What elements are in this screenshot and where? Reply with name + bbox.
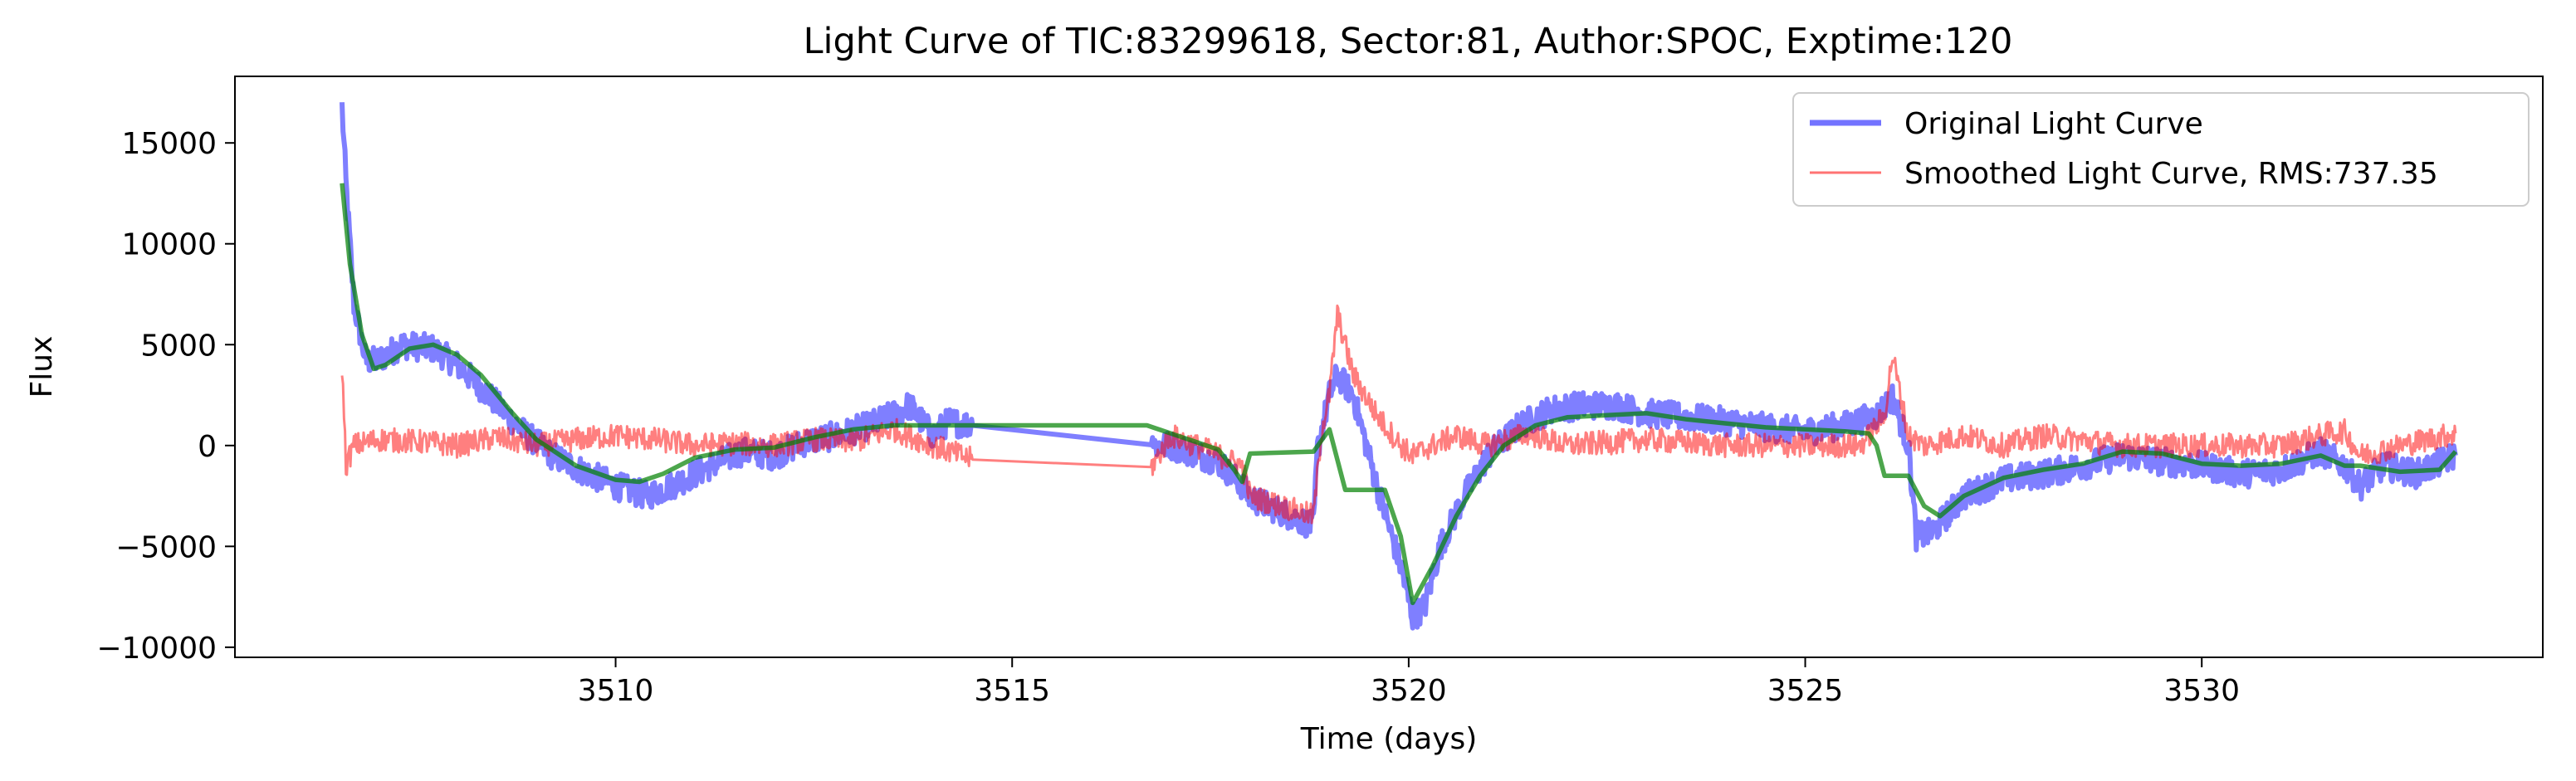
y-tick-label: 0 [198,430,217,464]
y-axis-label: Flux [25,336,59,398]
x-tick-label: 3530 [2163,674,2240,708]
y-axis: −10000 −5000 0 5000 10000 15000 [96,127,235,666]
x-tick-label: 3515 [974,674,1050,708]
x-axis-label: Time (days) [1300,722,1478,756]
legend-box [1792,92,2530,207]
legend-label-original: Original Light Curve [1904,107,2203,141]
series-layer [340,102,2458,631]
x-tick-label: 3520 [1371,674,1447,708]
x-tick-label: 3525 [1767,674,1844,708]
y-tick-label: −5000 [115,530,217,564]
legend-label-smoothed: Smoothed Light Curve, RMS:737.35 [1904,157,2438,191]
x-tick-label: 3510 [578,674,654,708]
chart-title: Light Curve of TIC:83299618, Sector:81, … [804,21,2013,62]
series-trend-line [340,183,2457,606]
legend: Original Light Curve Smoothed Light Curv… [1792,92,2530,207]
plot-frame [234,76,2544,658]
y-tick-label: 5000 [140,329,217,363]
y-tick-label: 15000 [121,127,217,161]
x-axis: 3510 3515 3520 3525 3530 [578,657,2240,708]
y-tick-label: −10000 [96,632,217,666]
y-tick-label: 10000 [121,228,217,262]
